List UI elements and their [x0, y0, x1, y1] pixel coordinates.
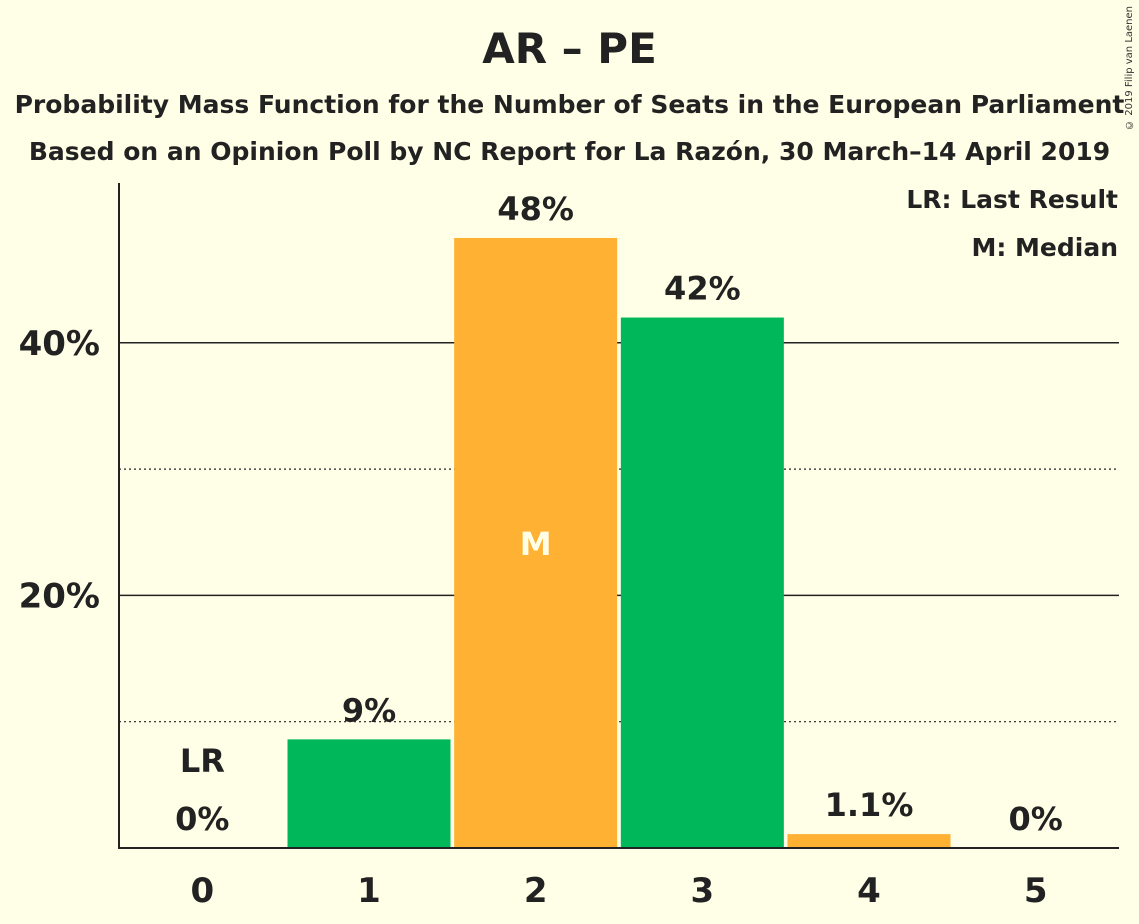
value-label-2: 48%: [497, 190, 574, 228]
y-tick-label-40: 40%: [19, 324, 100, 364]
x-tick-label-2: 2: [524, 871, 548, 911]
legend-median: M: Median: [971, 233, 1118, 262]
value-label-0: 0%: [175, 800, 229, 838]
chart-subtitle-1: Probability Mass Function for the Number…: [14, 90, 1125, 119]
legend-last-result: LR: Last Result: [906, 185, 1118, 214]
x-tick-label-3: 3: [691, 871, 715, 911]
chart-title: AR – PE: [482, 24, 657, 73]
bar-3: [620, 317, 784, 848]
bar-4: [787, 834, 951, 848]
value-label-1: 9%: [342, 691, 396, 729]
bar-2: [454, 237, 618, 848]
bar-1: [287, 739, 451, 848]
chart-subtitle-2: Based on an Opinion Poll by NC Report fo…: [28, 137, 1111, 166]
last-result-marker: LR: [180, 742, 225, 780]
median-marker: M: [520, 525, 552, 563]
value-label-3: 42%: [664, 270, 741, 308]
value-label-5: 0%: [1009, 800, 1063, 838]
x-tick-label-5: 5: [1024, 871, 1048, 911]
x-tick-label-4: 4: [857, 871, 881, 911]
value-label-4: 1.1%: [825, 786, 914, 824]
x-tick-label-0: 0: [190, 871, 214, 911]
y-tick-label-20: 20%: [19, 576, 100, 616]
x-tick-label-1: 1: [357, 871, 381, 911]
